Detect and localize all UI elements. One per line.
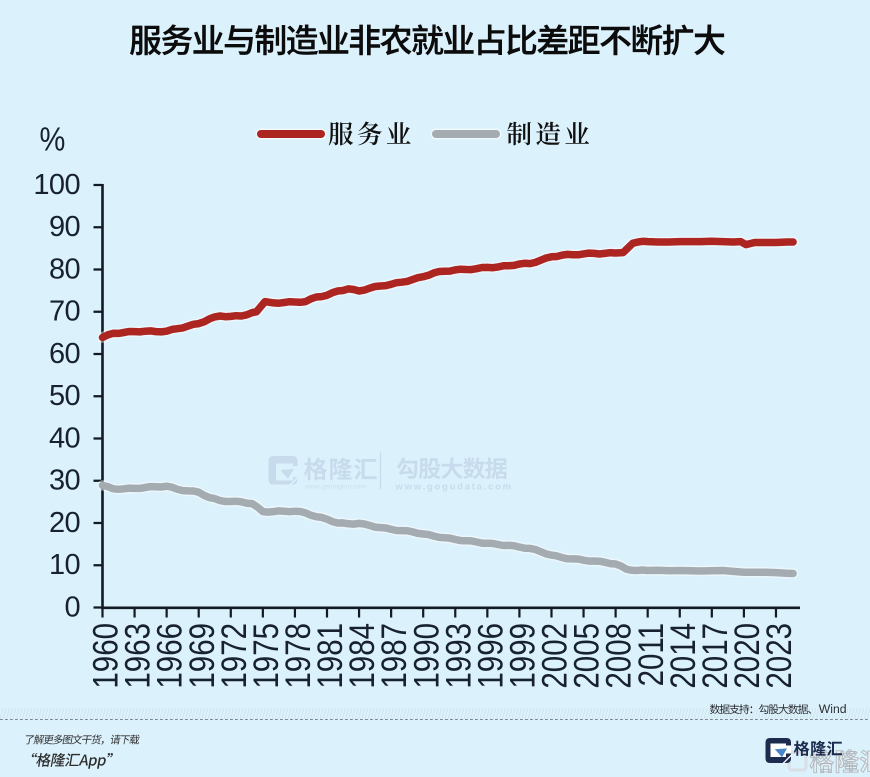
svg-text:1990: 1990 xyxy=(407,623,446,689)
svg-text:2017: 2017 xyxy=(696,623,735,689)
svg-text:1960: 1960 xyxy=(86,623,125,689)
svg-text:1981: 1981 xyxy=(311,623,350,689)
svg-text:40: 40 xyxy=(49,422,80,454)
svg-text:30: 30 xyxy=(49,465,80,497)
svg-text:1987: 1987 xyxy=(375,623,414,689)
svg-text:1972: 1972 xyxy=(215,623,254,689)
svg-text:%: % xyxy=(40,121,66,158)
svg-text:www.gelonghui.com: www.gelonghui.com xyxy=(304,484,367,491)
svg-text:1984: 1984 xyxy=(343,623,382,689)
svg-text:2008: 2008 xyxy=(599,623,638,689)
svg-text:2020: 2020 xyxy=(728,623,767,689)
svg-text:2011: 2011 xyxy=(632,623,671,686)
svg-text:100: 100 xyxy=(33,169,80,201)
svg-text:90: 90 xyxy=(49,211,80,243)
svg-text:70: 70 xyxy=(49,296,80,328)
svg-text:50: 50 xyxy=(49,380,80,412)
svg-text:1975: 1975 xyxy=(247,623,286,689)
svg-text:1978: 1978 xyxy=(279,623,318,689)
svg-text:20: 20 xyxy=(49,507,80,539)
svg-text:2023: 2023 xyxy=(760,623,799,689)
svg-text:10: 10 xyxy=(49,549,80,581)
svg-text:2014: 2014 xyxy=(664,623,703,689)
svg-text:2005: 2005 xyxy=(567,623,606,689)
svg-text:2002: 2002 xyxy=(535,623,574,689)
svg-text:1966: 1966 xyxy=(150,623,189,689)
svg-text:1993: 1993 xyxy=(439,623,478,689)
svg-text:1963: 1963 xyxy=(118,623,157,689)
svg-text:1969: 1969 xyxy=(183,623,222,689)
svg-text:60: 60 xyxy=(49,338,80,370)
svg-text:0: 0 xyxy=(64,591,80,623)
svg-text:www.gogudata.com: www.gogudata.com xyxy=(395,482,513,493)
svg-text:1996: 1996 xyxy=(471,623,510,689)
svg-text:1999: 1999 xyxy=(503,623,542,689)
svg-text:80: 80 xyxy=(49,253,80,285)
